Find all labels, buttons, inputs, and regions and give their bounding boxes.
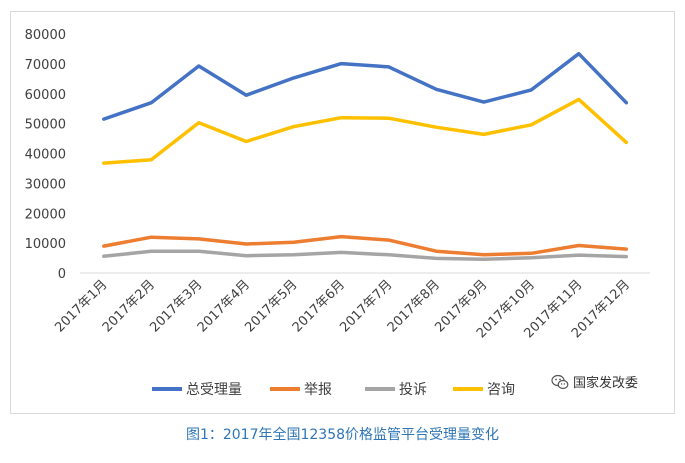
y-tick-label: 10000 [25, 237, 66, 252]
y-tick-label: 70000 [25, 58, 66, 73]
y-tick-label: 0 [58, 267, 66, 282]
series-line [102, 51, 629, 121]
series-line [102, 234, 629, 257]
legend-label: 咨询 [487, 382, 515, 398]
y-tick-label: 50000 [25, 118, 66, 133]
y-tick-label: 40000 [25, 148, 66, 163]
legend-label: 投诉 [399, 382, 427, 398]
figure-caption: 图1：2017年全国12358价格监管平台受理量变化 [185, 427, 500, 443]
y-tick-label: 60000 [25, 88, 66, 103]
wechat-icon [551, 374, 569, 389]
y-tick-label: 20000 [25, 207, 66, 222]
series-line [102, 97, 629, 165]
legend-label: 总受理量 [186, 382, 242, 398]
series-line [102, 249, 629, 262]
watermark: 国家发改委 [551, 372, 638, 391]
y-tick-label: 30000 [25, 177, 66, 192]
y-tick-label: 80000 [25, 28, 66, 43]
watermark-text: 国家发改委 [573, 376, 639, 391]
legend-label: 举报 [304, 382, 332, 398]
chart-frame [10, 11, 675, 414]
